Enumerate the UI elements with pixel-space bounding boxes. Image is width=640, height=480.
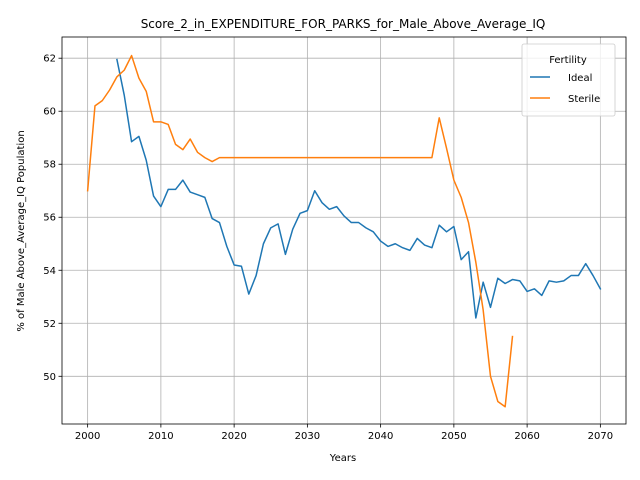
legend-label-ideal: Ideal	[568, 73, 592, 84]
y-tick-label: 60	[43, 107, 56, 118]
x-tick-label: 2040	[368, 431, 393, 442]
x-tick-label: 2060	[514, 431, 539, 442]
x-tick-label: 2000	[75, 431, 100, 442]
series-line-ideal	[116, 58, 602, 319]
x-tick-label: 2050	[441, 431, 466, 442]
y-tick-label: 50	[43, 372, 56, 383]
legend-title: Fertility	[549, 55, 587, 66]
y-tick-label: 58	[43, 160, 56, 171]
plot-frame	[61, 36, 627, 425]
y-tick-label: 62	[43, 54, 56, 65]
chart-title: Score_2_in_EXPENDITURE_FOR_PARKS_for_Mal…	[141, 17, 546, 31]
legend-label-sterile: Sterile	[568, 94, 600, 105]
x-axis-label: Years	[329, 453, 356, 464]
series-lines	[86, 54, 602, 408]
y-tick-label: 56	[43, 213, 56, 224]
y-tick-label: 52	[43, 319, 56, 330]
x-tick-label: 2020	[221, 431, 246, 442]
legend: Fertility Ideal Sterile	[521, 43, 616, 117]
x-axis-ticks: 2000 2010 2020 2030 2040 2050 2060 2070	[75, 424, 613, 442]
y-axis-ticks: 50 52 54 56 58 60 62	[43, 54, 62, 383]
x-tick-label: 2030	[295, 431, 320, 442]
x-tick-label: 2070	[588, 431, 613, 442]
x-tick-label: 2010	[148, 431, 173, 442]
series-line-sterile	[86, 54, 514, 408]
y-tick-label: 54	[43, 266, 56, 277]
y-axis-label: % of Male Above_Average_IQ Population	[16, 130, 27, 331]
